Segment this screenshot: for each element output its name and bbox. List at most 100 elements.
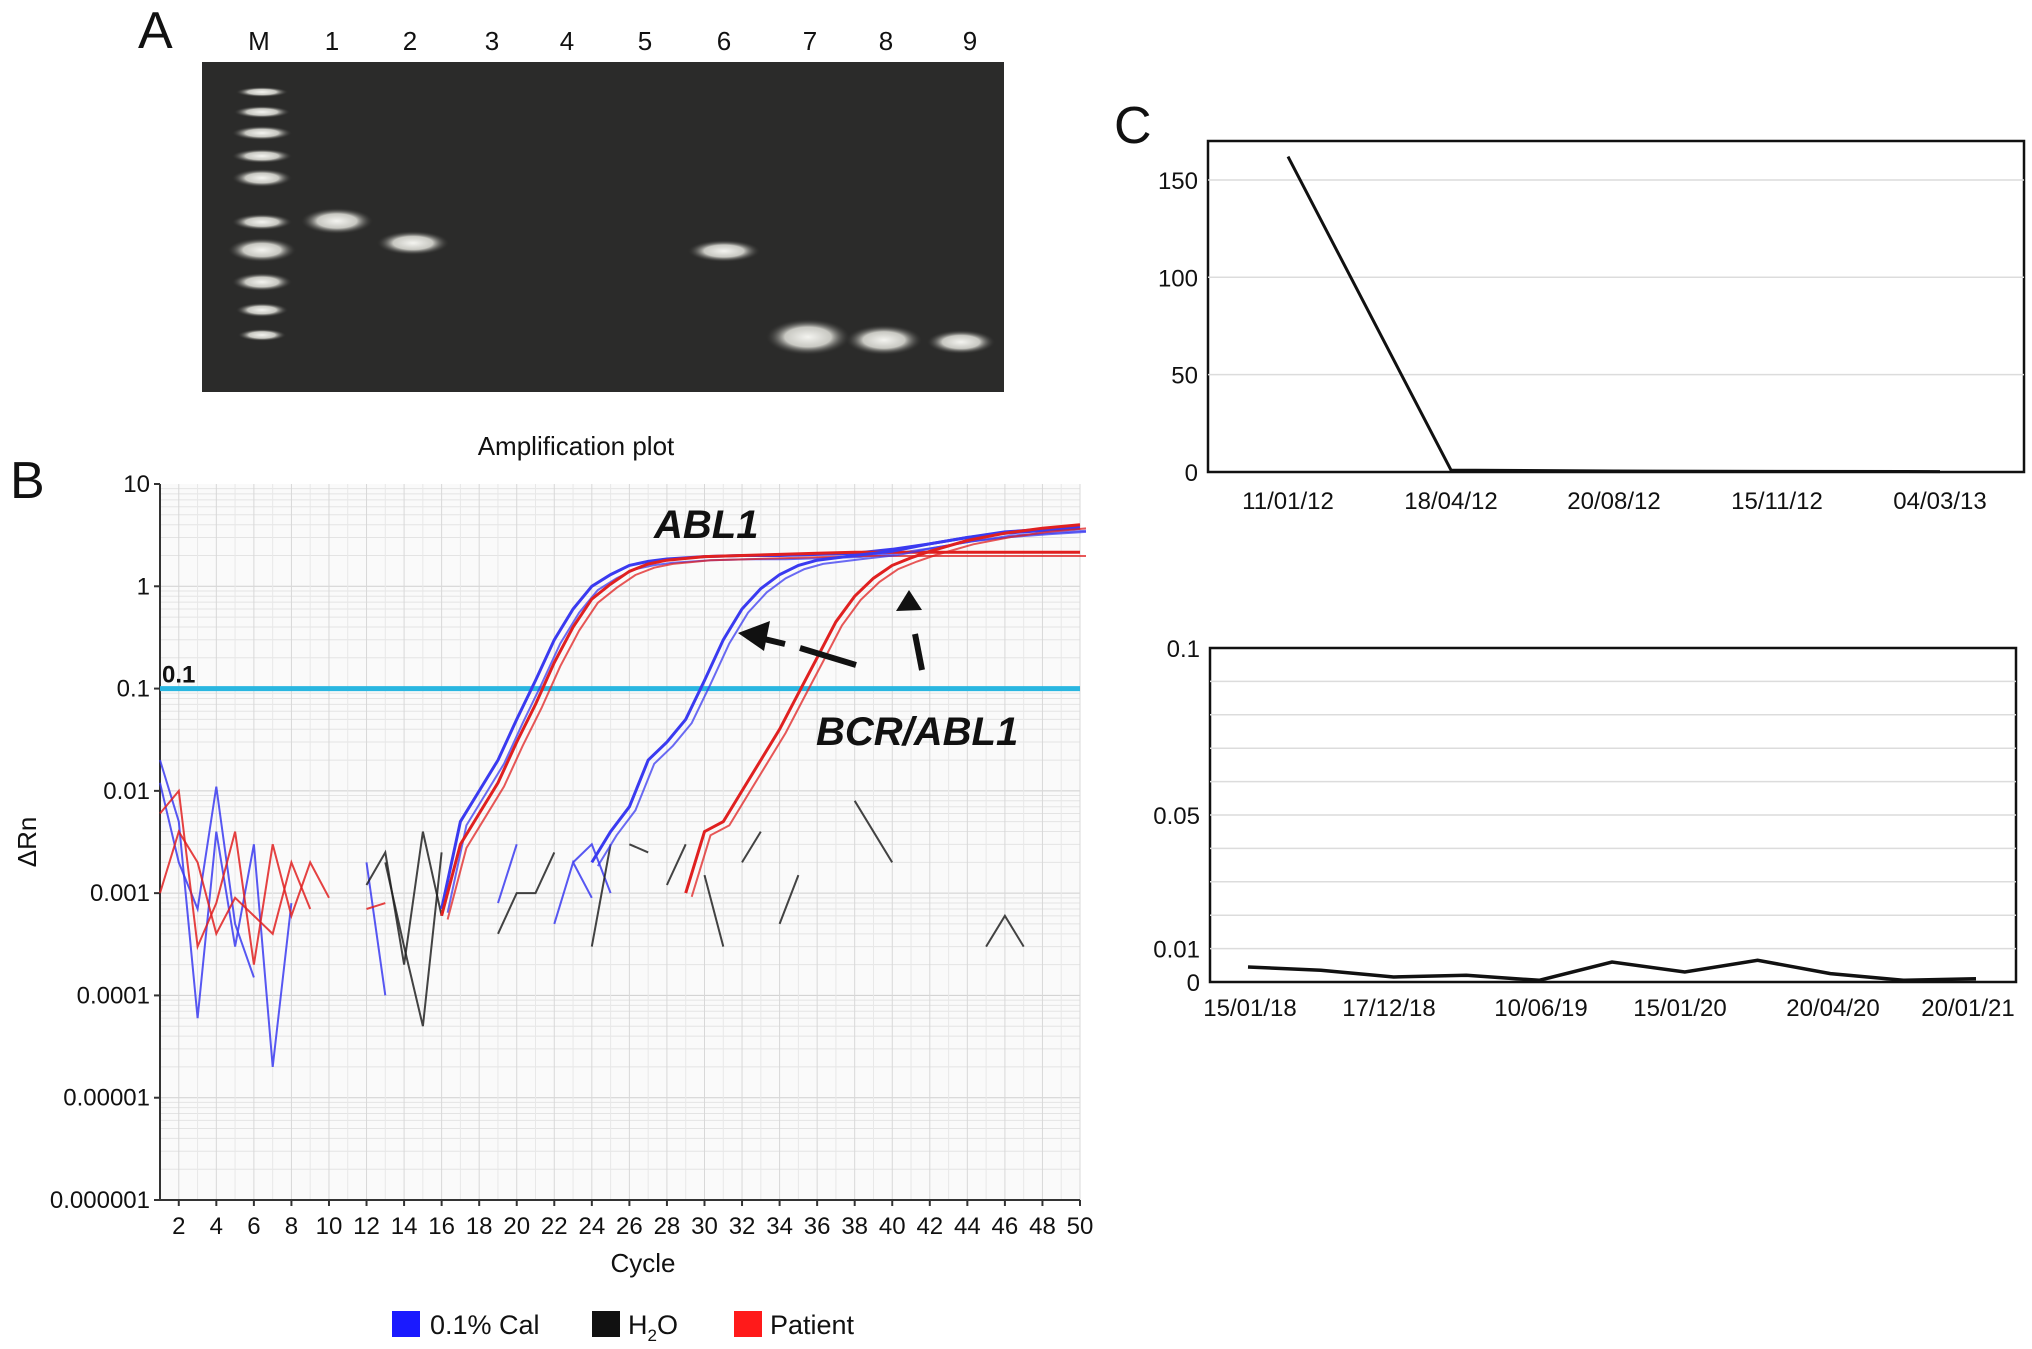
x-tick-label: 32 [729, 1213, 756, 1240]
x-tick-label: 17/12/18 [1342, 995, 1435, 1022]
series-bcr-abl1-cal [590, 525, 1087, 867]
baseline-trace [159, 829, 312, 937]
band-lane-8 [846, 325, 922, 355]
baseline-trace [497, 851, 556, 935]
x-tick-label: 26 [616, 1213, 643, 1240]
plot-frame [1206, 139, 2026, 474]
x-tick-label: 36 [804, 1213, 831, 1240]
panel-b-letter: B [10, 452, 45, 510]
series-replicate-line [596, 529, 1087, 867]
x-tick-label: 48 [1029, 1213, 1056, 1240]
x-tick-label: 2 [172, 1213, 185, 1240]
x-tick-label: 14 [391, 1213, 418, 1240]
panel-c-letter: C [1114, 97, 1152, 155]
baseline-trace [703, 874, 725, 947]
baseline-trace [741, 831, 762, 863]
series-line [440, 550, 1080, 917]
x-tick-label: 15/01/20 [1633, 995, 1726, 1022]
x-tick-label: 44 [954, 1213, 981, 1240]
y-tick-label: 0.00001 [63, 1085, 150, 1112]
x-tick-label: 20/08/12 [1567, 488, 1660, 515]
legend-label: Patient [770, 1310, 855, 1340]
y-tick-label: 10 [123, 471, 150, 498]
y-tick-label: 0.000001 [50, 1187, 150, 1214]
legend-label: 0.1% Cal [430, 1310, 540, 1340]
x-tick-label: 30 [691, 1213, 718, 1240]
x-tick-label: 15/11/12 [1731, 488, 1823, 515]
legend-swatch [734, 1311, 762, 1337]
plot-area [160, 484, 1080, 1200]
x-tick-label: 34 [766, 1213, 793, 1240]
baseline-trace [497, 843, 518, 904]
chart-c-lower: 0 0.01 0.05 0.1 15/01/18 17/12/18 10/06/19 15/0… [1153, 636, 2018, 1022]
annotation-abl1: ABL1 [653, 503, 758, 547]
x-tick-label: 11/01/12 [1242, 488, 1334, 515]
baseline-trace [853, 800, 894, 863]
baseline-trace [159, 782, 255, 978]
x-tick-label: 42 [916, 1213, 943, 1240]
legend-swatch [392, 1311, 420, 1337]
threshold-label: 0.1 [162, 662, 195, 689]
x-axis-label: Cycle [610, 1248, 675, 1278]
lane-label-3: 3 [485, 26, 499, 56]
series-replicate-line [690, 527, 1087, 898]
series-line [1286, 155, 1941, 474]
ladder-bands [228, 87, 296, 341]
x-tick-label: 4 [210, 1213, 223, 1240]
baseline-trace [365, 862, 387, 996]
baseline-trace [366, 902, 386, 910]
x-tick-label: 40 [879, 1213, 906, 1240]
band-lane-1 [301, 208, 373, 234]
band-lane-7 [766, 319, 850, 355]
x-tick-label: 24 [578, 1213, 605, 1240]
lane-label-8: 8 [879, 26, 893, 56]
y-tick-label: 150 [1158, 168, 1198, 195]
x-tick-label: 16 [428, 1213, 455, 1240]
y-tick-label: 0.0001 [77, 982, 150, 1009]
x-tick-label: 38 [841, 1213, 868, 1240]
x-tick-label: 12 [353, 1213, 380, 1240]
baseline-trace [665, 843, 687, 886]
baseline-trace [590, 844, 612, 947]
arrow-head [896, 590, 922, 611]
y-tick-label: 0.01 [103, 778, 150, 805]
x-tick-label: 10 [316, 1213, 343, 1240]
baseline-trace [159, 788, 330, 965]
series-line [590, 525, 1081, 864]
y-tick-label: 0 [1185, 460, 1198, 487]
annotation-bcr-abl1: BCR/ABL1 [816, 710, 1018, 754]
series-abl1-patient [440, 550, 1086, 920]
x-tick-label: 28 [654, 1213, 681, 1240]
x-tick-label: 04/03/13 [1893, 488, 1986, 515]
x-tick-label: 8 [285, 1213, 298, 1240]
lane-label-7: 7 [803, 26, 817, 56]
y-tick-label: 1 [137, 573, 150, 600]
band-lane-9 [927, 330, 995, 354]
gel-bands [228, 87, 995, 355]
band-lane-6 [688, 240, 760, 262]
y-tick-label: 0.001 [90, 880, 150, 907]
x-tick-label: 10/06/19 [1494, 995, 1587, 1022]
y-tick-label: 0.1 [1167, 636, 1200, 663]
series-replicate-line [446, 555, 1086, 920]
baseline-trace [159, 759, 293, 1068]
x-tick-label: 18 [466, 1213, 493, 1240]
baseline-trace [384, 852, 443, 1027]
x-tick-label: 15/01/18 [1203, 995, 1296, 1022]
y-tick-label: 0.01 [1153, 937, 1200, 964]
lane-label-M: M [248, 26, 270, 56]
band-lane-2 [377, 231, 449, 255]
arrow-head [738, 621, 770, 651]
legend-swatch [592, 1311, 620, 1337]
x-tick-label: 20/01/21 [1921, 995, 2014, 1022]
baseline-trace [365, 831, 443, 965]
baseline-trace [629, 843, 649, 854]
arrow-dash [799, 645, 857, 668]
x-tick-label: 20/04/20 [1786, 995, 1879, 1022]
arrow-dash [912, 633, 925, 671]
lane-label-4: 4 [560, 26, 574, 56]
x-tick-label: 6 [247, 1213, 260, 1240]
x-tick-label: 20 [503, 1213, 530, 1240]
y-tick-label: 50 [1171, 363, 1198, 390]
